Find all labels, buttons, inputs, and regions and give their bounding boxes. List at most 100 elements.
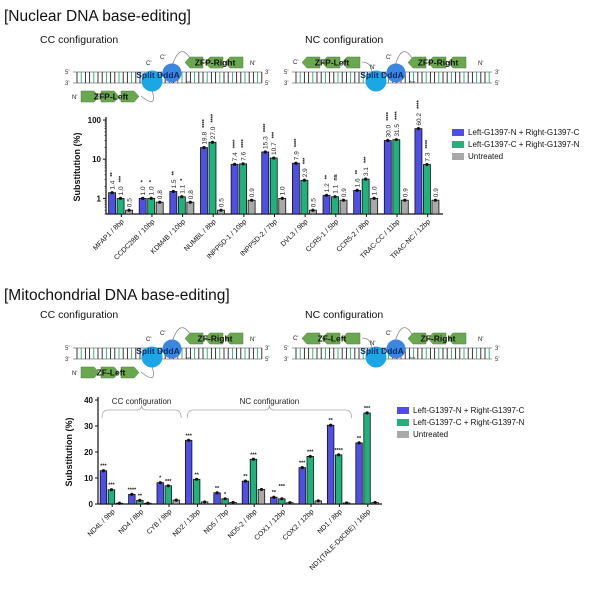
terminus-label: N' [370, 65, 375, 71]
replicate-dot [341, 198, 346, 202]
zinc-finger-arrow [184, 56, 204, 69]
replicate-dot [250, 198, 254, 202]
replicate-dot [251, 457, 256, 461]
bar-value-label: 60.2 [416, 113, 423, 126]
replicate-dot [146, 501, 150, 505]
replicate-dot [355, 188, 359, 192]
five-prime-label: 5' [284, 70, 288, 76]
significance-marker: *** [165, 479, 172, 485]
terminus-label: C' [386, 331, 391, 337]
dddA-half-icon [141, 70, 163, 92]
dddA-half-icon [365, 346, 387, 368]
five-prime-label: 5' [65, 70, 69, 76]
replicate-dot [316, 499, 320, 503]
zinc-finger-arrow [80, 90, 100, 103]
significance-marker: * [180, 178, 186, 181]
bar-value-label: 1.0 [372, 186, 379, 195]
zinc-finger-arrow [427, 56, 447, 69]
dddA-subscript: tox [410, 79, 415, 84]
replicate-dot [243, 479, 248, 483]
replicate-dot [333, 195, 337, 199]
significance-marker: ** [195, 472, 200, 478]
significance-marker: *** [302, 157, 308, 164]
replicate-dot [187, 438, 191, 442]
replicate-dot [357, 441, 361, 445]
linker-icon [394, 51, 413, 67]
replicate-dot [188, 200, 192, 204]
x-tick-label: ND1(TALE-DdCBE) / 16bp [309, 508, 373, 572]
bar-value-label: 0.8 [188, 190, 195, 199]
significance-marker: ** [110, 171, 116, 176]
bar [298, 467, 306, 505]
zinc-finger-label: ZF-Left [318, 334, 347, 344]
bar-value-label: 1.2 [324, 183, 331, 192]
significance-marker: ** [215, 486, 220, 492]
replicate-dot [223, 497, 227, 501]
zinc-finger-label: ZFP-Right [418, 58, 459, 68]
linker-icon [171, 327, 191, 343]
five-prime-label: 5' [65, 346, 69, 352]
five-prime-label: 5' [495, 81, 499, 87]
bar [326, 424, 335, 505]
significance-marker: **** [386, 111, 392, 120]
x-tick-label: CYB / 9bp [146, 508, 174, 536]
legend-swatch [397, 430, 409, 438]
replicate-dot [180, 195, 184, 199]
bar-value-label: 1.0 [280, 186, 287, 195]
bar [164, 485, 172, 505]
significance-marker: *** [250, 452, 257, 458]
zinc-finger-arrow [100, 90, 120, 103]
bracket-label: CC configuration [112, 397, 172, 406]
zinc-finger-arrow [447, 56, 467, 69]
bar-value-label: 0.9 [249, 188, 256, 197]
significance-marker: **** [202, 118, 208, 127]
significance-marker: **** [394, 110, 400, 119]
replicate-dot [386, 138, 390, 143]
dddA-label: Split DddA [136, 346, 179, 356]
replicate-dot [110, 191, 114, 195]
dddA-half-icon [365, 70, 387, 92]
bar [257, 489, 266, 505]
terminus-label: C' [160, 55, 165, 61]
y-tick-label: 10 [84, 474, 93, 483]
legend-swatch [452, 140, 464, 148]
bar-value-label: 31.5 [394, 124, 401, 137]
five-prime-label: 5' [495, 357, 499, 363]
bracket-annotation [186, 404, 352, 419]
replicate-dot [117, 501, 122, 505]
three-prime-label: 3' [65, 357, 69, 363]
replicate-dot [425, 162, 429, 167]
significance-marker: ns [333, 174, 339, 180]
five-prime-label: 5' [265, 357, 269, 363]
three-prime-label: 3' [284, 81, 288, 87]
significance-marker: ** [329, 418, 334, 424]
dddA-subscript: tox [186, 79, 191, 84]
replicate-dot [403, 198, 407, 202]
zinc-finger-label: ZF-Right [421, 334, 456, 344]
replicate-dot [118, 196, 123, 201]
replicate-dot [294, 161, 298, 165]
nuclear-section-title: [Nuclear DNA base-editing] [4, 8, 191, 25]
significance-marker: **** [233, 139, 239, 148]
replicate-dot [272, 495, 276, 499]
zinc-finger-arrow [341, 56, 361, 69]
bar [249, 458, 258, 505]
three-prime-label: 3' [495, 70, 499, 76]
replicate-dot [215, 491, 219, 495]
bar [99, 470, 108, 505]
bar [156, 482, 164, 505]
three-prime-label: 3' [495, 346, 499, 352]
terminus-label: N' [478, 337, 483, 343]
bar [241, 480, 250, 505]
x-tick-label: ND4 / 8bp [118, 508, 145, 535]
significance-marker: * [159, 476, 162, 482]
replicate-dot [219, 208, 223, 212]
replicate-dot [233, 162, 237, 166]
bar-value-label: 0.5 [127, 198, 134, 207]
replicate-dot [272, 156, 276, 160]
zinc-finger-arrow [204, 332, 224, 345]
bar-value-label: 10.7 [271, 142, 278, 155]
replicate-dot [280, 196, 284, 201]
zinc-finger-arrow [447, 332, 467, 345]
x-tick-label: ND5 / 7bp [203, 508, 230, 535]
